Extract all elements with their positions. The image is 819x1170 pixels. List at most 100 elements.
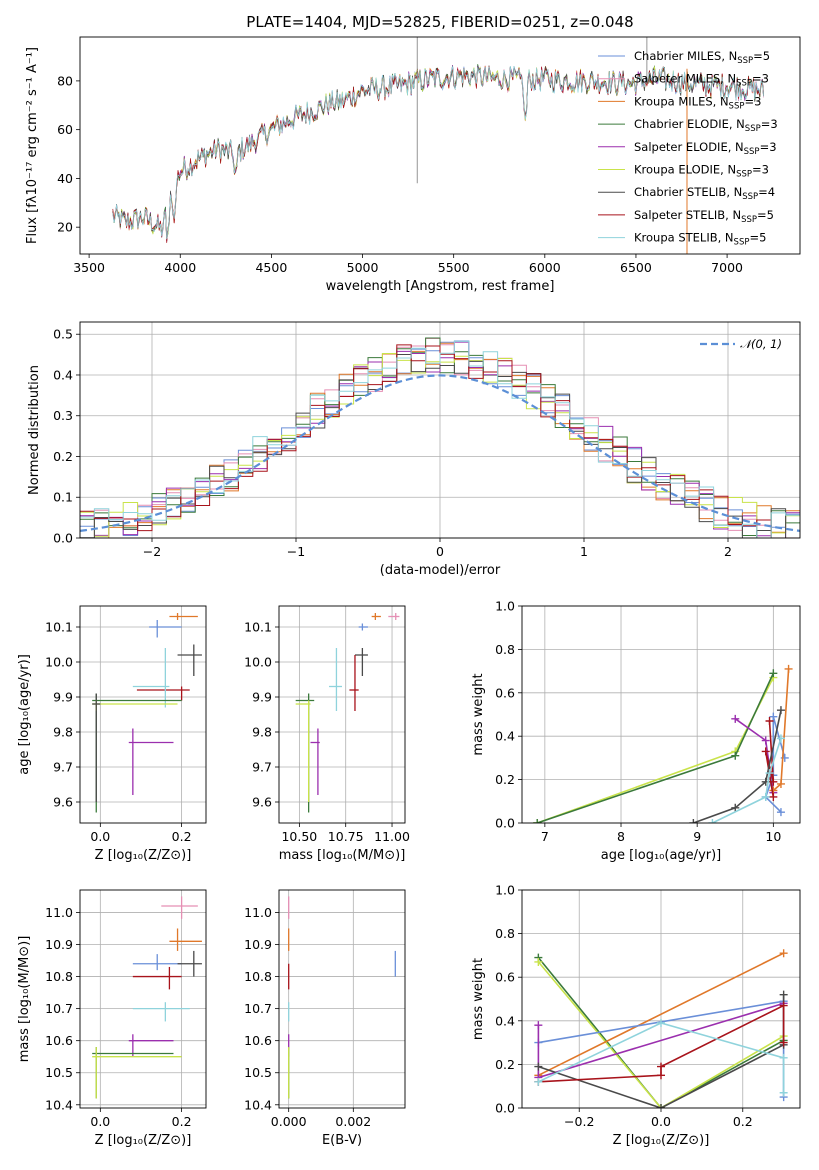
axes-frame [278,605,406,824]
weight-marker-salpeter_stelib [657,1071,665,1080]
x-tick-label: 5500 [438,260,470,275]
x-tick-label: 6500 [620,260,652,275]
x-tick-label: 4000 [164,260,196,275]
legend-entry: Salpeter STELIB, NSSP=5 [634,208,774,225]
chart-mass_vs_ebv: 0.000 0.002 10.4 10.5 10.6 10.7 10.8 10.9 11.0 E(… [244,889,406,1148]
weight-marker-chabrier_stelib [776,706,785,715]
histogram-kroupa_stelib [80,340,800,538]
weight-marker-chabrier_miles [776,808,785,817]
y-tick-label: 9.8 [252,725,272,740]
weight-marker-chabrier_stelib [689,819,698,823]
x-axis-label: Z [log₁₀(Z/Z⊙)] [95,1133,192,1148]
x-axis-label: Z [log₁₀(Z/Z⊙)] [613,1133,710,1148]
histogram-salpeter_stelib [80,344,800,538]
x-tick-label: 10.50 [281,829,317,844]
x-tick-label: 0.0 [90,829,110,844]
x-tick-label: 0.2 [172,829,192,844]
y-axis-label: Normed distribution [27,365,42,495]
legend-entry: Chabrier ELODIE, NSSP=3 [634,117,778,134]
weight-marker-chabrier_stelib [779,990,788,999]
x-tick-label: 0.0 [90,1114,110,1129]
weight-marker-salpeter_stelib [769,777,778,786]
x-tick-label: 0.002 [335,1114,371,1129]
axes-frame [79,605,207,824]
x-tick-label: 11.00 [374,829,410,844]
plot-area [112,37,764,254]
y-tick-label: 80 [57,73,73,88]
x-axis-label: E(B-V) [322,1133,362,1148]
weight-line-kroupa_stelib [538,1022,785,1093]
plot-area [295,613,400,813]
x-tick-label: 0.2 [733,1114,753,1129]
x-tick-label: 1 [580,544,588,559]
x-tick-label: −2 [143,544,161,559]
weight-marker-salpeter_elodie [761,736,770,745]
axes-frame [79,889,207,1109]
y-axis-label: mass weight [471,958,486,1040]
x-axis-label: (data-model)/error [380,563,501,578]
weight-marker-kroupa_miles [784,664,793,673]
legend-entry: 𝒩(0, 1) [740,337,782,351]
y-tick-label: 0.6 [495,970,515,985]
y-tick-label: 9.6 [53,795,73,810]
x-tick-label: 2 [724,544,732,559]
weight-marker-salpeter_stelib [769,792,778,801]
weight-line-kroupa_elodie [537,961,785,1108]
y-tick-label: 0.2 [495,772,515,787]
x-tick-label: 10 [765,829,781,844]
y-tick-label: 1.0 [495,599,515,614]
legend-suffix: =5 [757,208,774,222]
weight-marker-chabrier_elodie [533,819,542,823]
x-tick-label: 8 [617,829,625,844]
x-axis-label: Z [log₁₀(Z/Z⊙)] [95,848,192,863]
x-tick-label: 5000 [347,260,379,275]
axes-frame [79,36,801,255]
weight-marker-kroupa_stelib [765,769,774,778]
legend-entry: Chabrier STELIB, NSSP=4 [634,185,775,202]
weight-marker-kroupa_miles [776,779,785,788]
legend-subscript: SSP [736,79,752,89]
y-tick-label: 10.1 [244,620,272,635]
y-tick-label: 10.5 [45,1065,73,1080]
legend-subscript: SSP [737,56,753,66]
y-tick-label: 0.5 [53,327,73,342]
chart-age_vs_mass: 10.50 10.75 11.00 9.6 9.7 9.8 9.9 10.0 10.1 mass … [244,605,410,863]
weight-marker-kroupa_stelib [657,1018,665,1027]
y-tick-label: 9.7 [252,760,272,775]
weight-marker-chabrier_stelib [657,1104,665,1108]
weight-line-chabrier_elodie [537,957,784,1108]
legend-subscript: SSP [745,124,761,134]
weight-marker-kroupa_stelib [776,734,785,743]
axes-frame [521,605,801,824]
chart-weight_vs_age: 7 8 9 10 0.0 0.2 0.4 0.6 0.8 1.0 age [log₁₀(age/yr… [471,599,801,863]
x-tick-label: 3500 [73,260,105,275]
chart-age_vs_z: 0.0 0.2 9.6 9.7 9.8 9.9 10.0 10.1 Z [log₁₀(Z/Z⊙)… [17,605,207,863]
y-tick-label: 0.8 [495,926,515,941]
legend-subscript: SSP [744,147,760,157]
y-tick-label: 0.3 [53,408,73,423]
weight-marker-chabrier_elodie [769,669,778,678]
y-tick-label: 10.8 [244,969,272,984]
x-tick-label: 4500 [255,260,287,275]
y-tick-label: 10.9 [45,937,73,952]
y-tick-label: 60 [57,122,73,137]
y-tick-label: 20 [57,220,73,235]
y-axis-label: age [log₁₀(age/yr)] [17,654,32,775]
legend-suffix: =3 [761,117,778,131]
plot-area [92,613,202,813]
legend-suffix: =5 [749,231,766,245]
weight-marker-salpeter_stelib [779,1001,788,1010]
weight-marker-chabrier_miles [769,712,778,721]
weight-line-chabrier_elodie [536,672,775,823]
y-tick-label: 10.5 [244,1065,272,1080]
legend-entry: Chabrier MILES, NSSP=5 [634,49,770,66]
weight-marker-kroupa_stelib [779,1088,788,1097]
y-tick-label: 10.7 [45,1001,73,1016]
y-tick-label: 10.9 [244,937,272,952]
axes-frame [521,889,801,1109]
y-tick-label: 10.4 [244,1097,272,1112]
y-tick-label: 10.6 [244,1033,272,1048]
y-tick-label: 10.7 [244,1001,272,1016]
chart-title: PLATE=1404, MJD=52825, FIBERID=0251, z=0… [246,13,633,31]
